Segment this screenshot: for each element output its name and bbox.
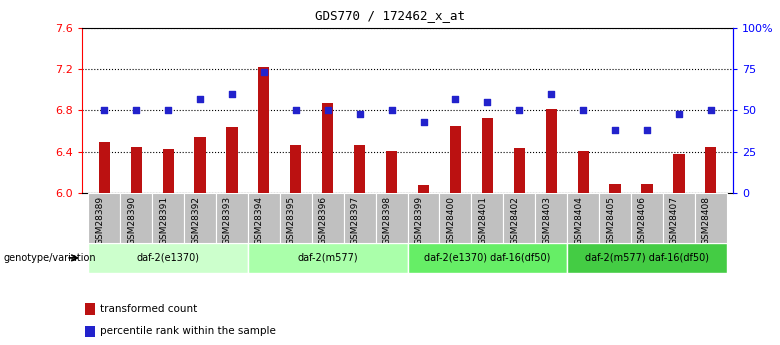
Bar — [418, 185, 429, 193]
Bar — [609, 184, 621, 193]
Bar — [407, 243, 567, 273]
Text: GSM28405: GSM28405 — [606, 196, 615, 245]
Text: GSM28402: GSM28402 — [510, 196, 519, 245]
Bar — [85, 326, 95, 337]
Bar — [88, 243, 248, 273]
Point — [257, 70, 270, 75]
Bar — [184, 193, 216, 243]
Bar — [88, 193, 120, 243]
Point — [672, 111, 685, 117]
Bar — [216, 193, 248, 243]
Text: GSM28397: GSM28397 — [351, 196, 360, 245]
Bar — [152, 193, 184, 243]
Point — [609, 128, 622, 133]
Bar — [248, 243, 408, 273]
Bar — [407, 193, 439, 243]
Point — [449, 96, 462, 101]
Text: GSM28401: GSM28401 — [478, 196, 488, 245]
Point — [130, 108, 143, 113]
Bar — [248, 193, 280, 243]
Bar — [599, 193, 631, 243]
Text: GSM28408: GSM28408 — [702, 196, 711, 245]
Bar — [577, 151, 589, 193]
Point — [513, 108, 526, 113]
Point — [353, 111, 366, 117]
Bar — [705, 147, 717, 193]
Bar — [280, 193, 312, 243]
Text: daf-2(e1370): daf-2(e1370) — [136, 253, 200, 263]
Bar — [98, 142, 110, 193]
Text: GDS770 / 172462_x_at: GDS770 / 172462_x_at — [315, 9, 465, 22]
Bar — [631, 193, 663, 243]
Bar — [535, 193, 567, 243]
Bar — [194, 137, 206, 193]
Bar — [641, 184, 653, 193]
Bar — [85, 304, 95, 315]
Text: GSM28393: GSM28393 — [223, 196, 232, 245]
Bar — [673, 154, 685, 193]
Bar — [312, 193, 344, 243]
Point — [289, 108, 302, 113]
Point — [98, 108, 111, 113]
Text: daf-2(e1370) daf-16(df50): daf-2(e1370) daf-16(df50) — [424, 253, 551, 263]
Text: GSM28398: GSM28398 — [382, 196, 392, 245]
Bar — [344, 193, 376, 243]
Bar — [503, 193, 535, 243]
Point — [545, 91, 558, 97]
Bar — [567, 243, 727, 273]
Point — [417, 119, 430, 125]
Text: percentile rank within the sample: percentile rank within the sample — [100, 326, 276, 336]
Bar — [471, 193, 503, 243]
Point — [577, 108, 590, 113]
Bar — [482, 118, 493, 193]
Text: GSM28399: GSM28399 — [414, 196, 424, 245]
Bar — [450, 126, 461, 193]
Text: GSM28406: GSM28406 — [638, 196, 647, 245]
Bar — [290, 145, 301, 193]
Point — [481, 99, 494, 105]
Bar — [695, 193, 727, 243]
Bar — [226, 127, 238, 193]
Bar — [546, 109, 557, 193]
Bar — [376, 193, 407, 243]
Point — [704, 108, 717, 113]
Text: GSM28396: GSM28396 — [319, 196, 328, 245]
Point — [640, 128, 653, 133]
Bar — [322, 103, 333, 193]
Text: transformed count: transformed count — [100, 304, 197, 314]
Bar — [120, 193, 152, 243]
Bar — [386, 151, 397, 193]
Point — [225, 91, 238, 97]
Text: GSM28407: GSM28407 — [670, 196, 679, 245]
Point — [385, 108, 398, 113]
Text: genotype/variation: genotype/variation — [4, 253, 97, 263]
Text: GSM28391: GSM28391 — [159, 196, 168, 245]
Bar — [439, 193, 471, 243]
Bar — [514, 148, 525, 193]
Text: GSM28395: GSM28395 — [287, 196, 296, 245]
Bar — [567, 193, 599, 243]
Text: GSM28389: GSM28389 — [95, 196, 105, 245]
Text: GSM28390: GSM28390 — [127, 196, 136, 245]
Text: daf-2(m577): daf-2(m577) — [297, 253, 358, 263]
Text: GSM28392: GSM28392 — [191, 196, 200, 245]
Bar — [663, 193, 695, 243]
Text: GSM28403: GSM28403 — [542, 196, 551, 245]
Point — [162, 108, 175, 113]
Point — [321, 108, 334, 113]
Text: GSM28394: GSM28394 — [255, 196, 264, 245]
Bar — [354, 145, 365, 193]
Text: GSM28400: GSM28400 — [446, 196, 456, 245]
Text: GSM28404: GSM28404 — [574, 196, 583, 245]
Point — [193, 96, 206, 101]
Text: daf-2(m577) daf-16(df50): daf-2(m577) daf-16(df50) — [585, 253, 709, 263]
Bar — [258, 67, 269, 193]
Bar — [162, 149, 174, 193]
Bar — [130, 147, 142, 193]
